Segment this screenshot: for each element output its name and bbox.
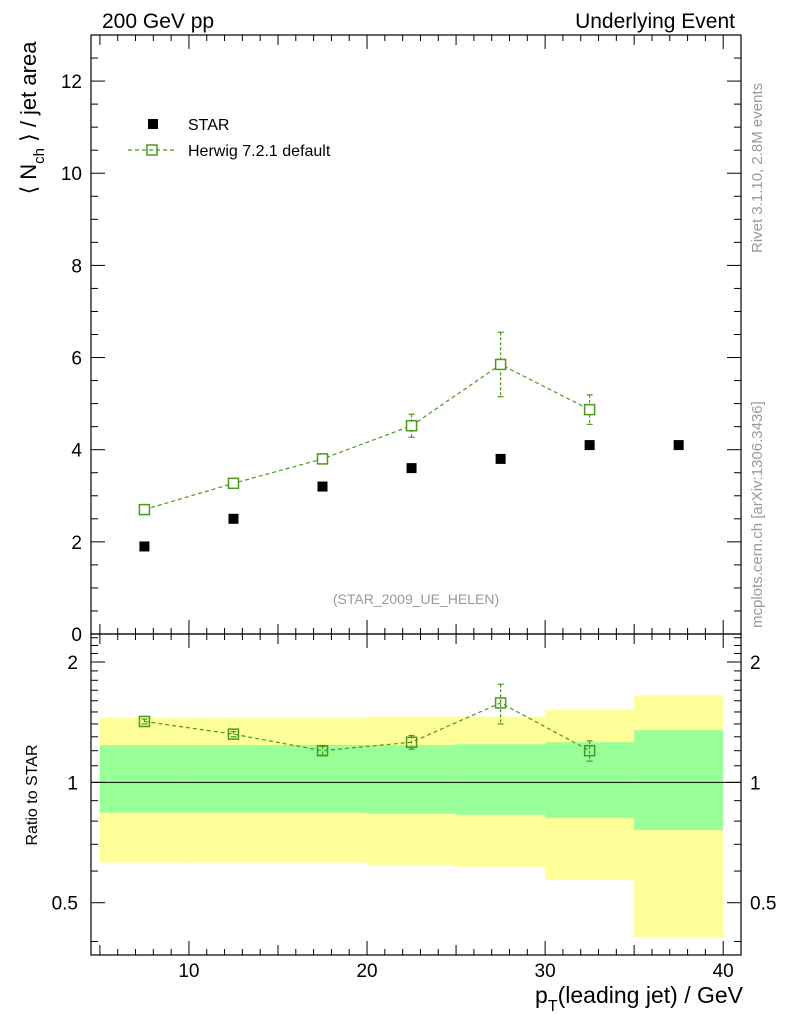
main-y-tick-label: 2 [71,533,82,554]
herwig-point [405,419,418,432]
x-axis-label: pT(leading jet) / GeV [535,982,744,1015]
star-point [139,541,150,552]
ratio-band-inner-6 [634,730,724,831]
star-point [317,481,328,492]
ratio-y-tick-label-right: 1 [750,773,761,794]
ratio-herwig-point [583,744,596,757]
herwig-point [316,453,329,465]
legend-star-marker [148,119,158,129]
main-y-tick-label: 12 [61,72,82,93]
herwig-point [227,477,240,490]
legend: STAR Herwig 7.2.1 default [128,117,331,160]
main-ylabel: ⟨ Nch ⟩ / jet area [16,41,48,195]
x-tick-label: 30 [535,961,556,982]
x-tick-label: 20 [356,961,377,982]
star-point [495,453,506,464]
mcplots-label: mcplots.cern.ch [arXiv:1306.3436] [749,401,766,628]
x-tick-label: 40 [713,961,734,982]
star-point [584,440,595,451]
star-point [406,463,417,474]
legend-herwig-marker [146,144,158,156]
main-y-tick-label: 4 [71,441,82,462]
main-ylabel-close: ⟩ / jet area [16,41,41,148]
ratio-herwig-point [138,715,151,728]
herwig-point [138,503,151,516]
header-right: Underlying Event [575,10,735,33]
analysis-tag: (STAR_2009_UE_HELEN) [333,591,499,607]
ratio-herwig-point [316,744,329,757]
main-ylabel-sub: ch [31,148,48,164]
legend-herwig-label: Herwig 7.2.1 default [188,143,331,160]
main-y-tick-label: 0 [71,625,82,646]
ratio-ylabel: Ratio to STAR [24,744,41,845]
ratio-herwig-line [144,702,590,752]
ratio-y-tick-label-left: 2 [67,653,78,674]
ratio-band-inner-3 [367,745,457,814]
ratio-y-tick-label-left: 0.5 [52,894,78,915]
herwig-point [494,358,507,371]
main-y-tick-label: 6 [71,349,82,370]
ratio-herwig-point [227,728,240,740]
xlabel-p: p [535,982,548,1008]
star-point [228,513,239,524]
herwig-point [583,403,596,416]
ratio-band-inner-0 [99,745,189,813]
main-ylabel-open: ⟨ N [16,164,41,195]
xlabel-rest: (leading jet) / GeV [558,982,744,1008]
ratio-band-inner-1 [188,745,278,813]
ratio-herwig-point [494,697,507,709]
ratio-y-tick-label-left: 1 [67,773,78,794]
star-point [673,440,684,451]
ratio-y-tick-label-right: 0.5 [750,894,776,915]
ratio-y-tick-label-right: 2 [750,653,761,674]
header-left: 200 GeV pp [102,10,214,33]
legend-star-label: STAR [188,117,229,134]
ratio-band-inner-4 [456,744,546,815]
ratio-herwig-point [405,736,418,748]
x-tick-label: 10 [178,961,199,982]
main-y-tick-label: 8 [71,256,82,277]
main-y-tick-label: 10 [61,164,82,185]
rivet-label: Rivet 3.1.10, 2.8M events [749,83,766,253]
herwig-line [144,363,590,511]
xlabel-sub: T [548,998,558,1015]
ratio-band-inner-5 [545,742,635,818]
ratio-frame [90,633,742,956]
